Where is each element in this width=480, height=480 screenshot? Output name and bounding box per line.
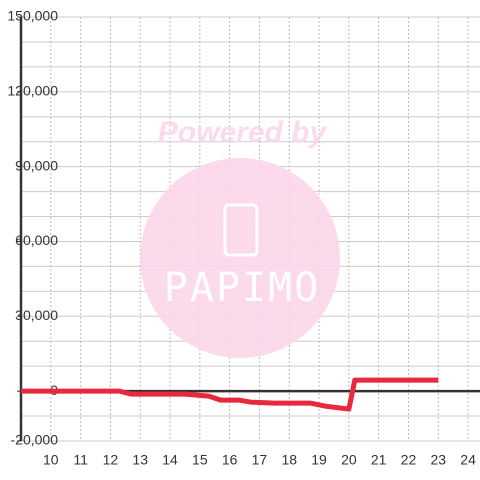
x-tick-label: 18 [281,452,297,468]
watermark-icon [223,203,259,257]
y-tick-label: 30,000 [15,307,58,323]
y-tick-label: 150,000 [7,8,58,24]
watermark-circle [140,158,340,358]
x-tick-label: 13 [132,452,148,468]
x-tick-label: 23 [430,452,446,468]
x-tick-label: 22 [401,452,417,468]
x-tick-label: 17 [252,452,268,468]
x-tick-label: 11 [73,452,88,468]
y-tick-label: 60,000 [15,232,58,248]
x-tick-label: 12 [103,452,119,468]
watermark-title: Powered by [158,116,328,149]
x-tick-label: 10 [43,452,59,468]
x-tick-label: 16 [222,452,238,468]
x-tick-label: 21 [371,452,387,468]
watermark-brand: PAPIMO [164,265,321,311]
watermark: Powered by PAPIMO [140,116,340,358]
x-tick-label: 20 [341,452,357,468]
y-tick-label: -20,000 [11,432,59,448]
x-tick-label: 24 [460,452,476,468]
x-tick-label: 19 [311,452,327,468]
x-tick-label: 14 [162,452,178,468]
y-tick-label: 90,000 [15,157,58,173]
x-tick-label: 15 [192,452,208,468]
y-tick-label: 120,000 [7,83,58,99]
line [21,377,439,412]
